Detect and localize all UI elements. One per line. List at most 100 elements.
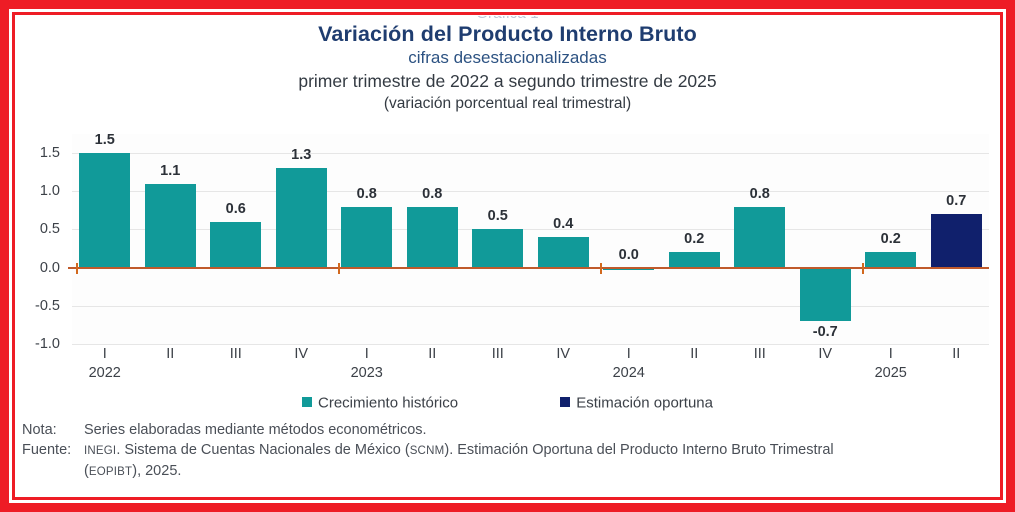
y-axis-tick: -1.0 <box>35 336 60 352</box>
plot-wrapper: 1.5 1.0 0.5 0.0 -0.5 -1.0 1.5 1.1 0.6 1.3 0.8 0.8 0… <box>16 132 999 352</box>
legend-item-estimate: Estimación oportuna <box>560 394 713 412</box>
bar-value-label: 0.2 <box>880 231 901 248</box>
note-row: Nota: Series elaboradas mediante métodos… <box>22 420 994 440</box>
y-axis-tick: 0.0 <box>39 259 60 276</box>
year-label: 2024 <box>612 365 645 381</box>
x-axis-label: I 2024 <box>596 346 662 383</box>
zero-axis-line <box>68 266 989 269</box>
legend-item-historical: Crecimiento histórico <box>302 394 458 412</box>
x-axis-categories: I 2022 II III IV I 2023 II III IV I 2024 II III IV I 202… <box>72 346 989 394</box>
plot-area: 1.5 1.1 0.6 1.3 0.8 0.8 0.5 0.4 0.0 0.2 0.8 -0.7 0.2… <box>68 132 989 345</box>
quarter-label: III <box>753 346 766 362</box>
footnotes: Nota: Series elaboradas mediante métodos… <box>22 420 994 482</box>
source-scnm: SCNM <box>409 445 445 457</box>
source-tail: ), 2025. <box>132 463 182 479</box>
quarter-label: I <box>364 346 369 362</box>
bar-series-group: 1.5 1.1 0.6 1.3 0.8 0.8 0.5 0.4 0.0 0.2 0.8 -0.7 0.2… <box>72 132 989 344</box>
bar-value-label: 0.5 <box>487 208 508 225</box>
quarter-label: IV <box>294 346 309 362</box>
note-label: Nota: <box>22 422 57 438</box>
bar-value-label: 0.6 <box>225 200 246 217</box>
bar-estimate <box>930 214 982 268</box>
chart-subtitle-3: (variación porcentual real trimestral) <box>383 95 632 112</box>
bar-value-label: 0.8 <box>749 185 770 202</box>
quarter-label: III <box>491 346 504 362</box>
x-axis-label: II <box>400 346 466 363</box>
bar-value-label: 1.1 <box>160 162 181 179</box>
source-mid-1: . Sistema de Cuentas Nacionales de Méxic… <box>116 442 410 458</box>
x-axis-label: II <box>924 346 990 363</box>
source-open-paren: ( <box>84 463 89 479</box>
year-label: 2025 <box>874 365 907 381</box>
source-row: Fuente: INEGI. Sistema de Cuentas Nacion… <box>22 440 994 461</box>
gridline <box>72 344 989 345</box>
bar-historical <box>603 267 655 270</box>
year-label: 2022 <box>88 365 121 381</box>
bar-historical <box>865 252 917 268</box>
chart-subtitle-1: cifras desestacionalizadas <box>408 48 607 67</box>
bar-historical <box>79 153 131 268</box>
source-inegi: INEGI <box>84 445 117 457</box>
quarter-label: I <box>102 346 107 362</box>
bar-historical <box>734 206 786 268</box>
quarter-label: I <box>888 346 893 362</box>
gridline <box>72 305 989 307</box>
quarter-label: IV <box>818 346 833 362</box>
bar-historical <box>144 183 196 268</box>
bar-historical <box>668 252 720 268</box>
year-tick-mark <box>599 262 602 274</box>
bar-value-label: 1.3 <box>291 147 312 164</box>
gridline <box>72 191 989 193</box>
chart-legend: Crecimiento histórico Estimación oportun… <box>16 394 999 412</box>
year-tick-mark <box>75 262 78 274</box>
gridline <box>72 229 989 231</box>
year-tick-mark <box>861 262 864 274</box>
gridline <box>72 153 989 155</box>
legend-swatch-historical <box>302 397 313 408</box>
x-axis-label: III <box>465 346 531 363</box>
y-axis-tick: -0.5 <box>35 297 60 314</box>
x-axis-label: I 2023 <box>334 346 400 383</box>
bar-value-label: 0.8 <box>422 185 443 202</box>
x-axis-label: IV <box>531 346 597 363</box>
x-axis-label: II <box>662 346 728 363</box>
bar-value-label: 0.7 <box>946 193 967 210</box>
x-axis-label: IV <box>793 346 859 363</box>
year-tick-mark <box>337 262 340 274</box>
quarter-label: II <box>166 346 175 362</box>
legend-swatch-estimate <box>560 397 571 408</box>
quarter-label: III <box>229 346 242 362</box>
bar-value-label: 0.8 <box>356 185 377 202</box>
quarter-label: II <box>428 346 437 362</box>
chart-title: Variación del Producto Interno Bruto <box>318 22 697 46</box>
x-axis-label: II <box>138 346 204 363</box>
y-axis-tick: 0.5 <box>39 221 60 238</box>
bar-historical <box>210 221 262 268</box>
source-label: Fuente: <box>22 442 72 458</box>
year-label: 2023 <box>350 365 383 381</box>
y-axis-tick: 1.5 <box>39 145 60 162</box>
bar-historical <box>275 168 327 268</box>
x-axis-label: I 2022 <box>72 346 138 383</box>
x-axis-label: III <box>727 346 793 363</box>
chart-content: Gráfica 1 Variación del Producto Interno… <box>16 16 999 496</box>
bar-value-label: 0.4 <box>553 216 574 233</box>
title-block: Gráfica 1 Variación del Producto Interno… <box>16 16 999 115</box>
bar-value-label: -0.7 <box>812 324 838 341</box>
bar-historical <box>799 267 851 322</box>
x-axis-label: IV <box>269 346 335 363</box>
y-axis: 1.5 1.0 0.5 0.0 -0.5 -1.0 <box>16 134 64 352</box>
bar-historical <box>341 206 393 268</box>
source-text: INEGI. Sistema de Cuentas Nacionales de … <box>84 440 994 461</box>
bar-historical <box>406 206 458 268</box>
legend-label-historical: Crecimiento histórico <box>318 394 459 412</box>
quarter-label: II <box>690 346 699 362</box>
bar-historical <box>537 237 589 268</box>
quarter-label: II <box>952 346 961 362</box>
x-axis-label: I 2025 <box>858 346 924 383</box>
bar-value-label: 1.5 <box>94 132 115 149</box>
source-eopibt: EOPIBT <box>88 466 133 478</box>
bar-value-label: 0.0 <box>618 246 639 263</box>
y-axis-tick: 1.0 <box>39 183 60 200</box>
